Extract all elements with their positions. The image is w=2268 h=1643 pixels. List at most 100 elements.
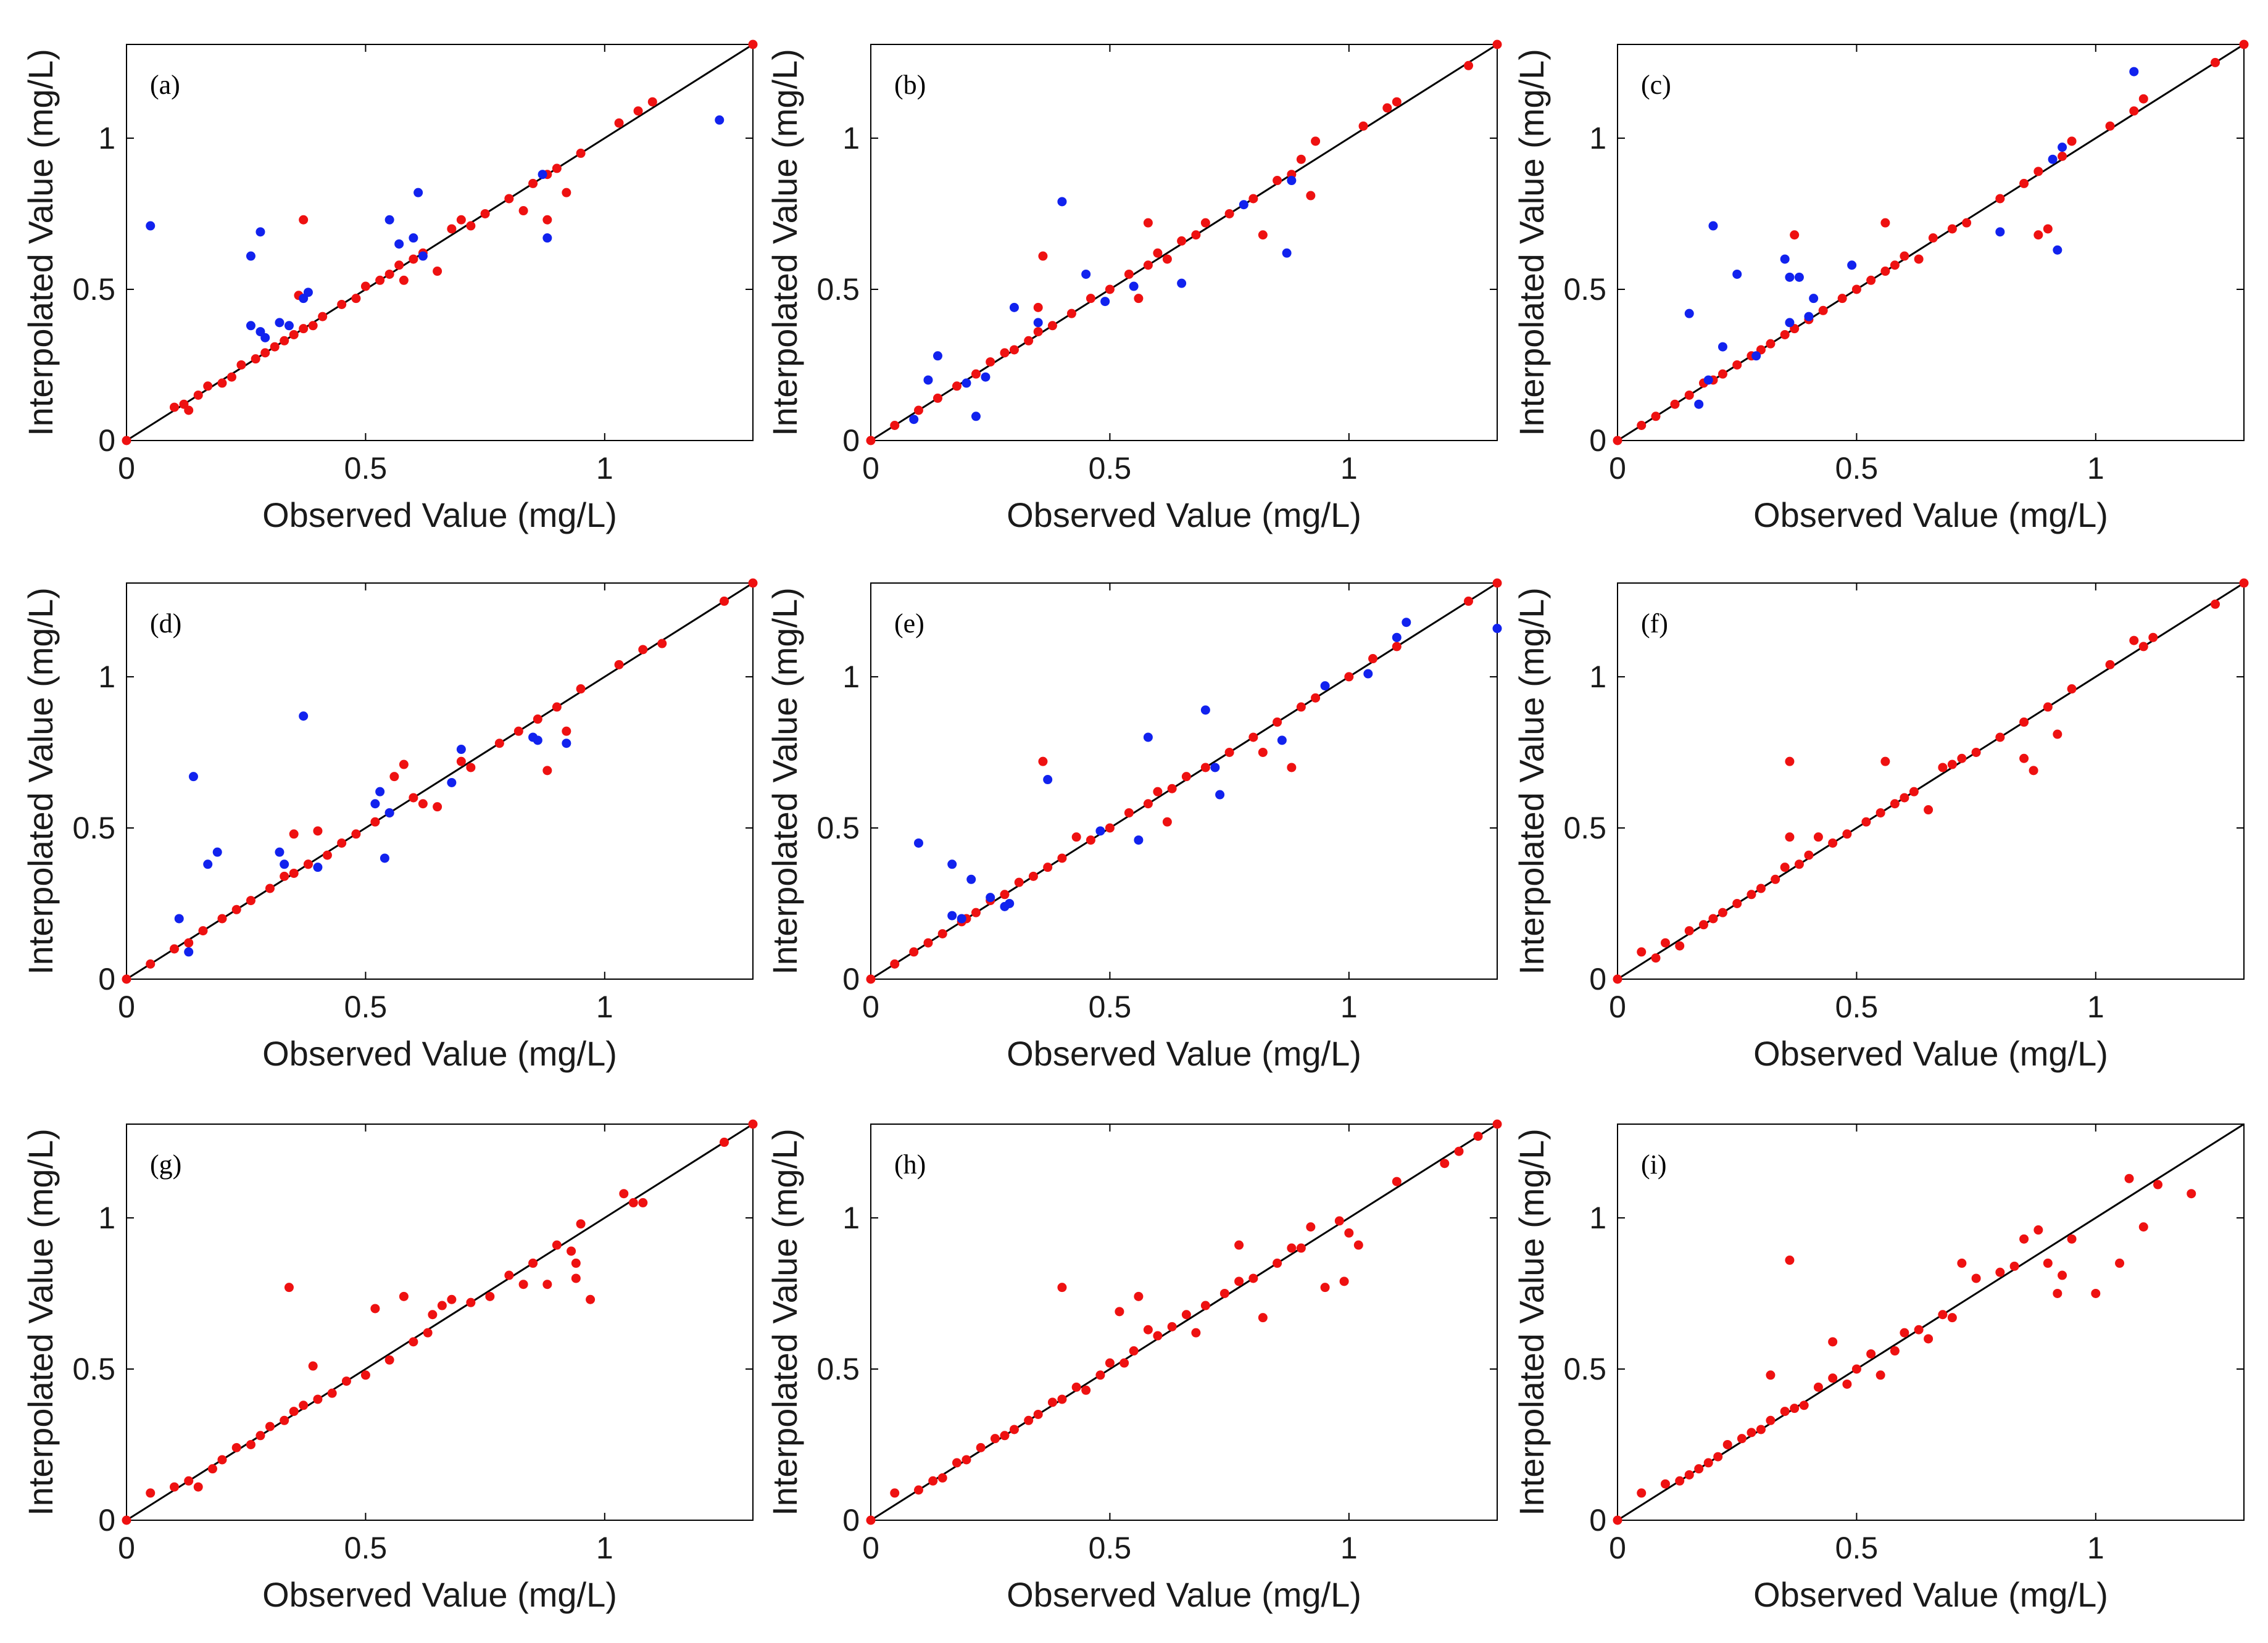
data-point-red [1880,756,1890,766]
x-tick-label: 0.5 [344,451,388,486]
data-point-red [890,1488,900,1498]
data-point-red [1971,747,1981,757]
data-point-red [265,884,275,893]
data-point-blue [394,239,404,249]
x-tick-label: 1 [596,990,613,1024]
data-point-red [1790,1404,1800,1413]
data-point-blue [203,859,213,869]
data-point-blue [1277,735,1287,745]
data-point-red [528,1258,538,1268]
x-tick-label: 0.5 [1089,1531,1132,1565]
x-tick-label: 1 [1340,990,1358,1024]
data-point-red [1344,1228,1354,1238]
data-point-red [1947,1313,1957,1323]
data-point-red [1804,850,1814,860]
data-point-red [1938,1310,1948,1320]
data-point-red [2211,599,2220,609]
data-point-red [1038,756,1048,766]
data-point-red [351,294,361,304]
data-point-red [1694,1464,1704,1474]
data-point-red [576,148,586,158]
data-point-blue [981,372,991,382]
data-point-red [1790,230,1800,240]
data-point-red [533,714,542,724]
data-point-red [299,215,309,225]
data-point-blue [986,893,995,903]
data-point-red [437,1301,447,1310]
data-point-blue [188,772,198,782]
data-point-red [280,336,289,346]
data-point-red [562,188,571,197]
data-point-red [1670,399,1680,409]
data-point-blue [313,863,323,872]
data-point-red [614,660,624,669]
data-point-red [433,802,442,812]
data-point-red [2115,1258,2125,1268]
data-point-blue [1785,272,1795,282]
data-point-red [504,1270,514,1280]
data-point-red [394,260,404,270]
data-point-red [1718,908,1727,917]
data-point-blue [146,221,156,231]
data-point-blue [913,838,923,848]
data-point-red [647,97,657,107]
y-tick-label: 0.5 [72,272,115,307]
data-point-red [1334,1216,1344,1226]
data-point-red [198,926,208,936]
y-tick-label: 1 [1589,1201,1606,1235]
data-point-red [1794,859,1804,869]
x-tick-label: 0 [1609,1531,1626,1565]
y-tick-label: 0 [98,962,115,996]
scatter-panel: 0 0.5 1 0 0.5 1 Observed Value (mg/L) Interpola… [21,39,758,534]
data-point-red [1995,1267,2005,1277]
data-point-red [1200,763,1210,772]
data-point-blue [957,914,966,924]
x-tick-label: 0.5 [1089,990,1132,1024]
x-tick-label: 0.5 [344,1531,388,1565]
data-point-red [2091,1288,2101,1298]
x-tick-label: 0 [118,990,135,1024]
data-point-red [1837,294,1847,304]
data-point-red [1766,1370,1776,1380]
data-point-blue [375,787,385,797]
scatter-panel: 0 0.5 1 0 0.5 1 Observed Value (mg/L) Interpola… [1512,578,2249,1073]
data-point-red [1167,784,1177,793]
data-point-red [1000,348,1010,358]
data-point-red [2029,766,2038,776]
data-point-blue [933,351,942,361]
data-point-red [1675,1476,1685,1486]
data-point-red [2239,578,2249,588]
data-point-blue [715,115,725,125]
data-point-red [1273,176,1282,186]
data-point-red [466,221,476,231]
data-point-blue [1708,221,1718,231]
data-point-red [913,1485,923,1495]
data-point-red [1143,260,1153,270]
data-point-red [1086,294,1095,304]
data-point-red [289,829,299,839]
data-point-blue [1780,254,1790,264]
data-point-red [456,756,466,766]
data-point-blue [1200,705,1210,715]
data-point-blue [947,859,957,869]
scatter-panel: 0 0.5 1 0 0.5 1 Observed Value (mg/L) Interpola… [21,1119,758,1614]
data-point-red [962,1455,971,1465]
data-point-red [1914,254,1924,264]
data-point-red [2239,39,2249,49]
data-point-red [1033,327,1043,337]
panel-label: (e) [894,608,924,639]
data-point-red [1047,321,1057,331]
data-point-red [2043,1258,2053,1268]
data-point-blue [1282,248,1292,258]
data-point-red [2033,1225,2043,1235]
data-point-red [986,357,995,367]
data-point-red [1851,284,1861,294]
data-point-red [203,381,213,391]
data-point-red [1842,829,1852,839]
data-point-red [1344,672,1354,682]
data-point-red [937,1473,947,1483]
data-point-blue [923,375,933,385]
data-point-red [146,1488,156,1498]
y-tick-label: 0 [98,423,115,458]
data-point-red [1703,1458,1713,1468]
